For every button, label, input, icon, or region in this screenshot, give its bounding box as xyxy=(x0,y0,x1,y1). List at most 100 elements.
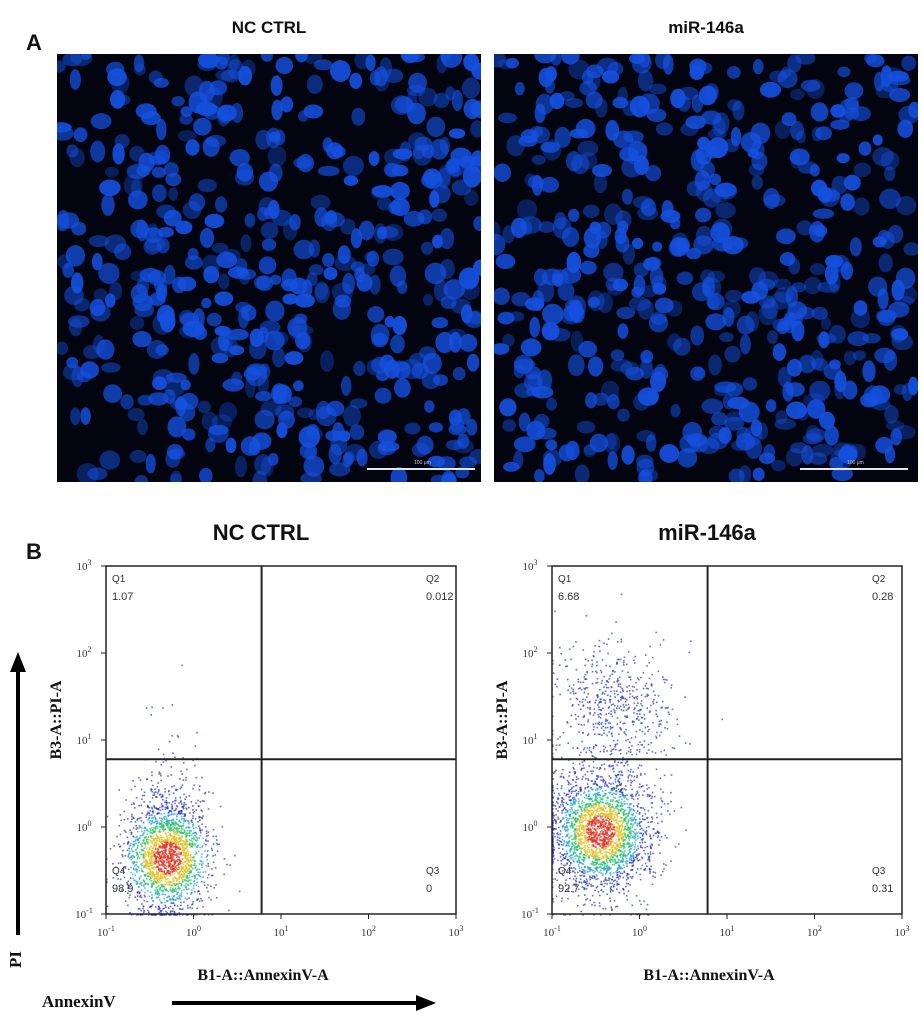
event-dot xyxy=(185,883,187,885)
nucleus xyxy=(702,188,721,208)
nucleus xyxy=(513,450,524,469)
event-dot xyxy=(160,901,162,903)
event-dot xyxy=(158,907,160,909)
nucleus xyxy=(206,312,222,327)
event-dot xyxy=(155,871,158,874)
event-dot xyxy=(176,867,178,869)
event-dot xyxy=(182,757,184,759)
nucleus xyxy=(282,293,298,305)
event-dot xyxy=(160,858,162,860)
event-dot xyxy=(596,861,598,863)
event-dot xyxy=(148,911,150,914)
event-dot xyxy=(189,869,191,871)
event-dot xyxy=(575,880,578,883)
nucleus xyxy=(811,126,822,142)
nucleus xyxy=(775,410,788,425)
event-dot xyxy=(170,840,172,843)
event-dot xyxy=(604,843,607,845)
event-dot xyxy=(182,870,184,873)
nucleus xyxy=(273,129,286,146)
event-dot xyxy=(139,779,142,781)
event-dot xyxy=(610,841,612,843)
event-dot xyxy=(184,879,186,882)
nucleus xyxy=(518,412,531,432)
event-dot xyxy=(607,824,610,826)
event-dot xyxy=(172,831,174,833)
event-dot xyxy=(142,879,145,882)
event-dot xyxy=(206,859,209,861)
nucleus xyxy=(343,175,358,186)
event-dot xyxy=(118,824,120,827)
event-dot xyxy=(207,840,209,842)
nucleus xyxy=(278,410,295,429)
event-dot xyxy=(177,829,179,831)
event-dot xyxy=(184,813,186,815)
event-dot xyxy=(571,838,573,841)
event-dot xyxy=(164,904,166,907)
event-dot xyxy=(621,792,624,795)
event-dot xyxy=(606,734,608,737)
event-dot xyxy=(601,826,603,829)
y-tick-label: 100 xyxy=(77,819,92,834)
nucleus xyxy=(667,333,682,351)
nucleus xyxy=(134,475,149,482)
event-dot xyxy=(564,812,567,814)
event-dot xyxy=(615,847,617,849)
nucleus xyxy=(334,255,357,272)
event-dot xyxy=(198,900,201,902)
nucleus xyxy=(340,375,352,396)
nucleus xyxy=(570,330,583,352)
nucleus xyxy=(654,297,674,314)
event-dot xyxy=(123,829,126,832)
event-dot xyxy=(597,776,599,778)
event-dot xyxy=(190,819,193,822)
event-dot xyxy=(649,872,651,874)
event-dot xyxy=(188,829,191,832)
nucleus xyxy=(139,267,161,283)
event-dot xyxy=(162,830,165,833)
event-dot xyxy=(187,872,190,875)
event-dot xyxy=(165,797,168,799)
event-dot xyxy=(168,850,171,853)
event-dot xyxy=(574,875,576,877)
nucleus xyxy=(901,285,918,304)
event-dot xyxy=(185,838,188,841)
event-dot xyxy=(180,840,183,842)
nucleus xyxy=(830,449,852,471)
event-dot xyxy=(558,794,561,796)
event-dot xyxy=(618,867,621,869)
nucleus xyxy=(151,166,166,178)
event-dot xyxy=(179,838,182,840)
event-dot xyxy=(581,767,583,770)
event-dot xyxy=(666,727,669,730)
event-dot xyxy=(159,793,162,796)
event-dot xyxy=(608,678,610,680)
event-dot xyxy=(173,809,176,812)
event-dot xyxy=(177,847,179,849)
event-dot xyxy=(593,746,595,748)
event-dot xyxy=(608,712,610,715)
event-dot xyxy=(609,817,611,820)
event-dot xyxy=(594,809,596,812)
nucleus xyxy=(619,147,639,162)
event-dot xyxy=(155,818,157,821)
event-dot xyxy=(638,764,641,767)
event-dot xyxy=(130,803,133,806)
event-dot xyxy=(639,878,642,881)
event-dot xyxy=(178,820,181,822)
event-dot xyxy=(168,829,170,831)
nucleus xyxy=(595,98,608,118)
nucleus xyxy=(170,470,182,482)
event-dot xyxy=(166,841,168,844)
event-dot xyxy=(625,785,627,787)
event-dot xyxy=(165,832,167,835)
event-dot xyxy=(614,778,617,781)
event-dot xyxy=(676,718,679,721)
event-dot xyxy=(566,835,569,837)
nucleus xyxy=(428,422,444,433)
event-dot xyxy=(571,705,574,707)
event-dot xyxy=(205,840,208,842)
event-dot xyxy=(167,824,169,827)
event-dot xyxy=(570,792,573,795)
event-dot xyxy=(188,826,190,829)
